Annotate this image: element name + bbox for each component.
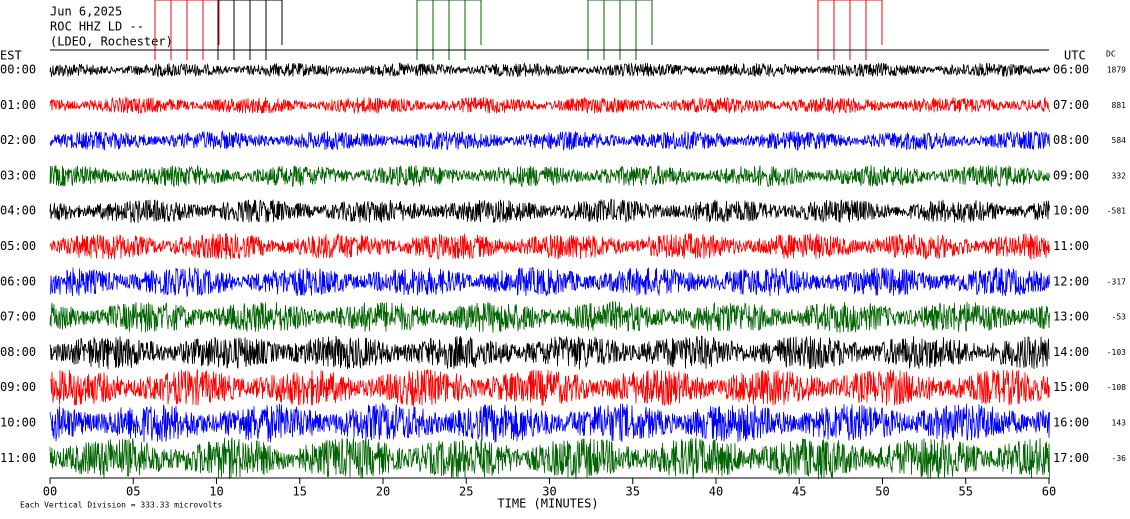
event-spike (464, 0, 482, 60)
x-tick-label: 60 (1042, 485, 1056, 499)
trace (49, 96, 1050, 115)
event-spike (865, 0, 883, 60)
left-time: 07:00 (0, 310, 36, 324)
trace (49, 130, 1050, 151)
right-time: 08:00 (1053, 133, 1089, 147)
right-time: 06:00 (1053, 63, 1089, 77)
dc-value: -36 (1112, 454, 1127, 463)
right-zone: UTC (1064, 49, 1086, 63)
left-time: 01:00 (0, 98, 36, 112)
dc-value: 332 (1112, 171, 1127, 180)
left-time: 00:00 (0, 63, 36, 77)
trace (49, 402, 1050, 443)
left-time: 04:00 (0, 204, 36, 218)
trace (49, 301, 1050, 333)
x-tick-label: 40 (709, 485, 723, 499)
dc-value: 143 (1112, 419, 1127, 428)
traces (49, 0, 1050, 480)
footer: Each Vertical Division = 333.33 microvol… (20, 501, 222, 510)
x-tick-label: 50 (875, 485, 889, 499)
left-time: 02:00 (0, 133, 36, 147)
header-line: (LDEO, Rochester) (50, 35, 173, 49)
right-time: 16:00 (1053, 416, 1089, 430)
trace (49, 198, 1050, 224)
dc-value: -53 (1112, 313, 1127, 322)
right-time: 17:00 (1053, 451, 1089, 465)
x-tick-label: 30 (542, 485, 556, 499)
x-tick-label: 55 (959, 485, 973, 499)
right-time: 14:00 (1053, 345, 1089, 359)
left-time: 06:00 (0, 274, 36, 288)
left-time: 08:00 (0, 345, 36, 359)
x-tick-label: 45 (792, 485, 806, 499)
dc-value: -103 (1107, 348, 1126, 357)
header-line: ROC HHZ LD -- (50, 20, 144, 34)
x-tick-label: 00 (43, 485, 57, 499)
event-spike (635, 0, 653, 60)
x-tick-label: 35 (626, 485, 640, 499)
x-tick-label: 05 (126, 485, 140, 499)
right-time: 09:00 (1053, 168, 1089, 182)
dc-value: 584 (1112, 136, 1127, 145)
dc-label: DC (1106, 50, 1116, 59)
left-zone: EST (0, 49, 22, 63)
trace (49, 267, 1050, 298)
right-time: 07:00 (1053, 98, 1089, 112)
trace (49, 165, 1050, 188)
right-time: 10:00 (1053, 204, 1089, 218)
dc-value: -108 (1107, 383, 1126, 392)
trace (49, 62, 1050, 78)
left-time: 11:00 (0, 451, 36, 465)
left-time: 05:00 (0, 239, 36, 253)
trace (49, 232, 1050, 261)
left-time: 10:00 (0, 416, 36, 430)
x-axis-title: TIME (MINUTES) (497, 497, 598, 511)
trace (49, 335, 1050, 370)
left-time: 09:00 (0, 380, 36, 394)
dc-value: 881 (1112, 101, 1127, 110)
dc-value: -317 (1107, 277, 1126, 286)
event-spike (265, 0, 283, 60)
right-time: 13:00 (1053, 310, 1089, 324)
right-time: 15:00 (1053, 380, 1089, 394)
x-tick-label: 10 (209, 485, 223, 499)
dc-value: 1879 (1107, 66, 1126, 75)
trace (49, 368, 1050, 408)
x-tick-label: 25 (459, 485, 473, 499)
x-tick-label: 15 (293, 485, 307, 499)
right-time: 12:00 (1053, 274, 1089, 288)
left-time: 03:00 (0, 168, 36, 182)
event-spike (202, 0, 220, 60)
right-time: 11:00 (1053, 239, 1089, 253)
header-line: Jun 6,2025 (50, 5, 122, 19)
x-tick-label: 20 (376, 485, 390, 499)
trace (49, 437, 1050, 480)
dc-value: -581 (1107, 207, 1126, 216)
